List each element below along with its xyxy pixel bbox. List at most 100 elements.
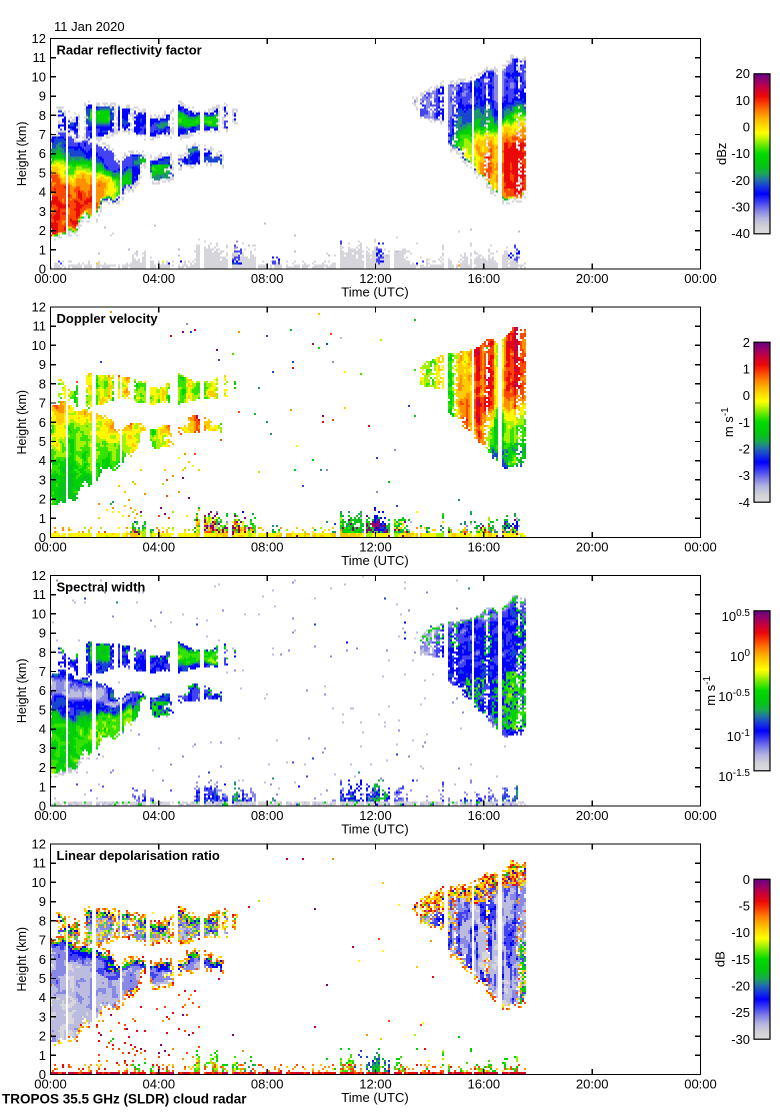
svg-text:11: 11 [33, 319, 47, 334]
svg-text:0: 0 [743, 120, 750, 135]
svg-text:11: 11 [33, 587, 47, 602]
svg-text:Height (km): Height (km) [15, 122, 29, 187]
svg-text:Spectral width: Spectral width [57, 580, 146, 595]
svg-text:10-1: 10-1 [727, 728, 751, 744]
svg-text:16:00: 16:00 [468, 1077, 501, 1092]
svg-text:12: 12 [32, 837, 46, 852]
svg-text:-1: -1 [738, 415, 750, 430]
svg-text:4: 4 [39, 453, 46, 468]
svg-text:8: 8 [39, 108, 46, 123]
svg-text:100.5: 100.5 [722, 608, 751, 624]
svg-text:10: 10 [32, 606, 46, 621]
svg-text:m s-1: m s-1 [702, 675, 718, 705]
svg-text:-10: -10 [731, 146, 750, 161]
svg-text:-5: -5 [738, 898, 750, 913]
svg-text:4: 4 [39, 722, 46, 737]
svg-text:m s-1: m s-1 [720, 407, 736, 437]
svg-text:16:00: 16:00 [468, 271, 501, 286]
svg-text:20:00: 20:00 [576, 540, 609, 555]
svg-text:12:00: 12:00 [359, 271, 392, 286]
svg-text:10: 10 [32, 875, 46, 890]
svg-text:12:00: 12:00 [359, 808, 392, 823]
svg-text:0: 0 [743, 388, 750, 403]
svg-text:10-1.5: 10-1.5 [718, 768, 750, 784]
svg-text:1: 1 [39, 1048, 46, 1063]
svg-text:Time (UTC): Time (UTC) [341, 1090, 408, 1105]
svg-text:8: 8 [39, 645, 46, 660]
svg-text:5: 5 [39, 971, 46, 986]
svg-text:08:00: 08:00 [251, 271, 284, 286]
svg-text:0: 0 [39, 799, 46, 814]
svg-text:5: 5 [39, 166, 46, 181]
svg-text:00:00: 00:00 [684, 808, 717, 823]
svg-text:00:00: 00:00 [34, 540, 67, 555]
svg-text:6: 6 [39, 415, 46, 430]
svg-text:7: 7 [39, 396, 46, 411]
svg-text:Height (km): Height (km) [15, 390, 29, 455]
svg-text:12:00: 12:00 [359, 540, 392, 555]
svg-text:00:00: 00:00 [684, 540, 717, 555]
svg-text:6: 6 [39, 146, 46, 161]
svg-text:20:00: 20:00 [576, 271, 609, 286]
svg-text:08:00: 08:00 [251, 540, 284, 555]
svg-text:-4: -4 [738, 495, 750, 510]
svg-text:6: 6 [39, 683, 46, 698]
svg-text:Time (UTC): Time (UTC) [341, 822, 408, 837]
svg-text:00:00: 00:00 [34, 271, 67, 286]
svg-text:04:00: 04:00 [143, 540, 176, 555]
svg-text:10: 10 [32, 338, 46, 353]
svg-text:dBz: dBz [714, 143, 729, 165]
svg-text:Time (UTC): Time (UTC) [341, 553, 408, 568]
svg-text:10: 10 [736, 93, 750, 108]
svg-text:11: 11 [33, 50, 47, 65]
svg-text:9: 9 [39, 626, 46, 641]
svg-text:9: 9 [39, 894, 46, 909]
svg-text:7: 7 [39, 664, 46, 679]
svg-text:Radar reflectivity factor: Radar reflectivity factor [57, 43, 202, 58]
svg-text:0: 0 [39, 262, 46, 277]
svg-text:04:00: 04:00 [143, 808, 176, 823]
svg-text:-3: -3 [738, 468, 750, 483]
svg-text:6: 6 [39, 952, 46, 967]
svg-text:Doppler velocity: Doppler velocity [57, 311, 159, 326]
svg-text:-10: -10 [731, 925, 750, 940]
svg-text:12: 12 [32, 31, 46, 46]
svg-text:1: 1 [39, 779, 46, 794]
svg-text:20: 20 [736, 66, 750, 81]
svg-text:-2: -2 [738, 441, 750, 456]
svg-text:7: 7 [39, 933, 46, 948]
svg-text:3: 3 [39, 1009, 46, 1024]
svg-text:20:00: 20:00 [576, 808, 609, 823]
svg-text:2: 2 [39, 1029, 46, 1044]
svg-text:4: 4 [39, 990, 46, 1005]
svg-text:3: 3 [39, 204, 46, 219]
svg-text:04:00: 04:00 [143, 1077, 176, 1092]
svg-text:08:00: 08:00 [251, 1077, 284, 1092]
svg-text:2: 2 [39, 223, 46, 238]
svg-text:9: 9 [39, 357, 46, 372]
svg-text:8: 8 [39, 376, 46, 391]
svg-text:Time (UTC): Time (UTC) [341, 285, 408, 300]
svg-text:16:00: 16:00 [468, 540, 501, 555]
svg-text:00:00: 00:00 [34, 1077, 67, 1092]
svg-text:3: 3 [39, 741, 46, 756]
svg-text:20:00: 20:00 [576, 1077, 609, 1092]
svg-text:5: 5 [39, 703, 46, 718]
svg-text:0: 0 [39, 1067, 46, 1082]
svg-text:-40: -40 [731, 226, 750, 241]
svg-text:100: 100 [730, 648, 750, 664]
svg-text:TROPOS 35.5 GHz (SLDR) cloud r: TROPOS 35.5 GHz (SLDR) cloud radar [2, 1092, 247, 1107]
svg-text:12:00: 12:00 [359, 1077, 392, 1092]
svg-text:00:00: 00:00 [34, 808, 67, 823]
svg-text:9: 9 [39, 89, 46, 104]
svg-text:-20: -20 [731, 978, 750, 993]
svg-text:Height (km): Height (km) [15, 659, 29, 724]
svg-text:00:00: 00:00 [684, 1077, 717, 1092]
svg-text:2: 2 [39, 492, 46, 507]
svg-text:4: 4 [39, 185, 46, 200]
svg-text:-15: -15 [731, 952, 750, 967]
svg-text:2: 2 [743, 335, 750, 350]
svg-text:Height (km): Height (km) [15, 927, 29, 992]
svg-text:3: 3 [39, 472, 46, 487]
svg-text:12: 12 [32, 568, 46, 583]
